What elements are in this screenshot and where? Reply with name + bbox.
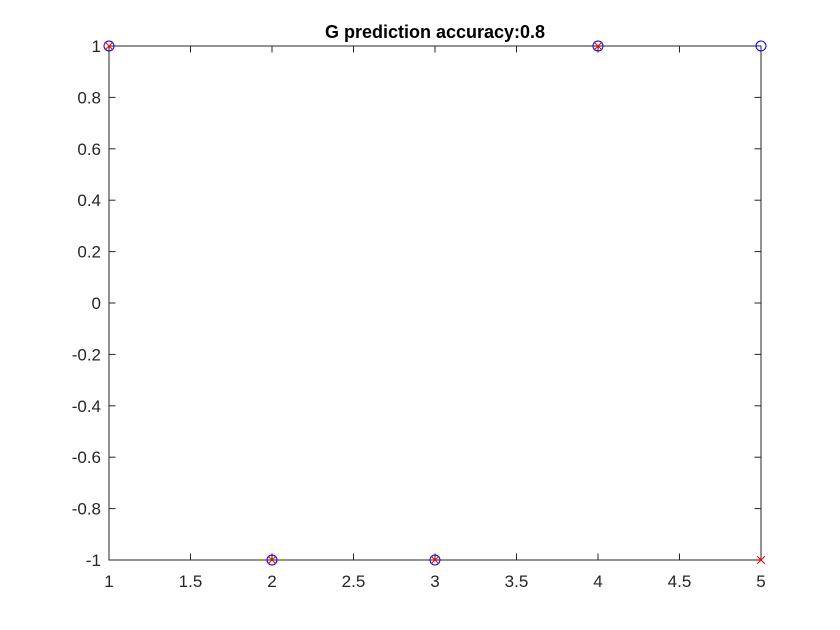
x-marker-stroke [430, 555, 440, 565]
markers-layer [103, 40, 767, 566]
y-tick-label: -0.2 [72, 345, 101, 364]
plot-area [108, 45, 762, 561]
x-marker [267, 555, 277, 565]
y-tick-label: -0.8 [72, 500, 101, 519]
x-tick-label: 3 [430, 572, 439, 591]
x-marker [756, 555, 766, 565]
circle-marker [755, 40, 767, 52]
y-tick-label: 0.4 [77, 191, 101, 210]
y-tick-label: -1 [86, 551, 101, 570]
y-tick-label: 0.6 [77, 140, 101, 159]
y-tick-label: -0.4 [72, 397, 101, 416]
chart-title: G prediction accuracy:0.8 [325, 22, 545, 42]
x-marker-stroke [267, 555, 277, 565]
circle-marker [592, 40, 604, 52]
x-tick-label: 5 [756, 572, 765, 591]
x-marker-stroke [756, 555, 766, 565]
circle-marker [103, 40, 115, 52]
x-tick-label: 3.5 [505, 572, 529, 591]
y-tick-label: 1 [92, 37, 101, 56]
circle-marker [266, 554, 278, 566]
y-tick-label: 0 [92, 294, 101, 313]
y-tick-label: 0.8 [77, 88, 101, 107]
x-tick-label: 1.5 [179, 572, 203, 591]
circle-marker [429, 554, 441, 566]
x-tick-label: 2.5 [342, 572, 366, 591]
x-marker-stroke [593, 41, 603, 51]
y-tick-label: -0.6 [72, 448, 101, 467]
y-tick-label: 0.2 [77, 243, 101, 262]
x-marker [593, 41, 603, 51]
x-marker [430, 555, 440, 565]
tick-labels-layer: 1 1.5 2 2.5 3 3.5 4 4.5 5 1 0.8 0.6 0.4 0.2 0 -0.2 -0.4 -… [72, 37, 766, 591]
x-tick-label: 4.5 [668, 572, 692, 591]
x-marker [104, 41, 114, 51]
x-tick-label: 2 [267, 572, 276, 591]
x-tick-label: 1 [104, 572, 113, 591]
x-marker-stroke [104, 41, 114, 51]
x-tick-label: 4 [593, 572, 602, 591]
